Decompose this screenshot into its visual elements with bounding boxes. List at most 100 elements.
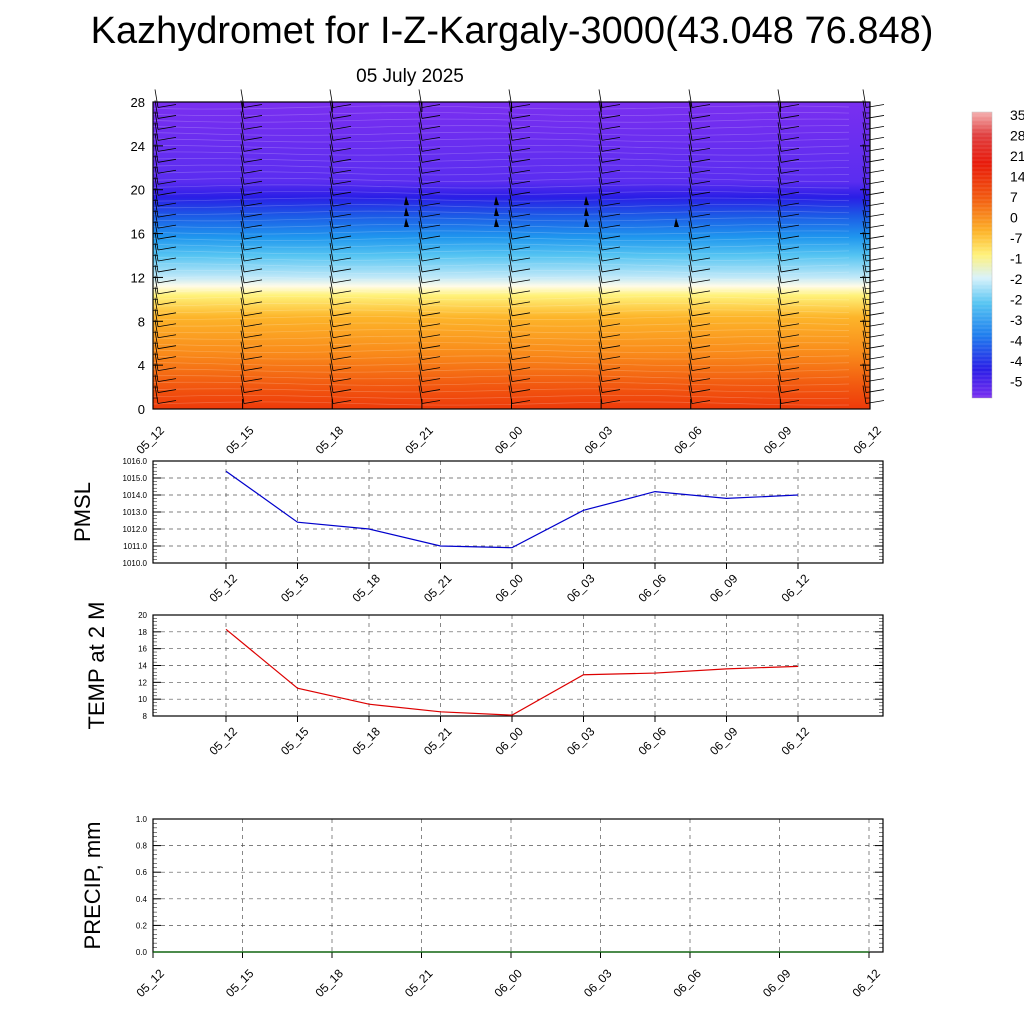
wind-barb-feather — [511, 136, 531, 141]
colorbar-label: 0 — [1010, 210, 1018, 226]
wind-barb-feather — [780, 356, 800, 361]
wind-barb-feather — [421, 202, 441, 207]
wind-barb-feather — [157, 345, 177, 350]
x-tick-label: 05_15 — [278, 724, 312, 758]
wind-barb-feather — [601, 126, 621, 130]
wind-barb — [777, 210, 782, 229]
contour-line — [152, 112, 850, 117]
wind-barb — [240, 144, 245, 163]
wind-barb-feather — [691, 400, 711, 404]
wind-barb — [240, 286, 245, 305]
wind-barb — [418, 374, 423, 393]
wind-barb — [862, 199, 867, 218]
wind-barb — [598, 242, 603, 262]
wind-barb — [240, 242, 245, 262]
y-axis-label: PMSL — [70, 482, 95, 542]
wind-barb-feather — [691, 158, 711, 163]
wind-barb-feather — [157, 202, 177, 207]
wind-barb — [598, 111, 603, 130]
wind-barb — [329, 133, 334, 152]
plot-frame — [152, 460, 884, 564]
wind-barb-feather — [511, 279, 531, 284]
wind-barb-pennant — [404, 196, 409, 206]
wind-barb-feather — [332, 312, 352, 317]
wind-barb-feather — [865, 378, 885, 382]
contour-line — [152, 375, 850, 380]
wind-barb — [329, 122, 334, 141]
wind-barb-feather — [421, 389, 441, 393]
wind-barb-feather — [691, 104, 711, 108]
wind-barb-feather — [421, 126, 441, 130]
contour-line — [152, 118, 850, 123]
wind-barb-feather — [157, 301, 177, 306]
wind-barb-feather — [691, 147, 711, 152]
x-tick-label: 06_09 — [760, 966, 794, 1000]
wind-barb — [777, 264, 782, 283]
wind-barb — [329, 111, 334, 130]
contour-line — [152, 230, 850, 235]
wind-barb — [688, 210, 693, 229]
wind-barb-feather — [332, 257, 352, 262]
wind-barb — [777, 363, 782, 382]
wind-barb-feather — [243, 268, 263, 273]
y-tick-label: 12 — [131, 270, 145, 285]
y-tick-label: 10 — [138, 695, 147, 704]
chart-subtitle: 05 July 2025 — [356, 66, 464, 87]
wind-barb-feather — [511, 301, 531, 306]
x-tick-label: 05_21 — [402, 966, 436, 1000]
wind-barb — [329, 210, 334, 229]
x-tick-label: 05_12 — [206, 724, 240, 758]
contour-line — [152, 158, 850, 163]
wind-barb — [777, 319, 782, 338]
wind-barb — [508, 122, 513, 141]
x-tick-label: 06_03 — [564, 571, 598, 605]
x-tick-label: 06_00 — [492, 571, 526, 605]
wind-barb — [508, 319, 513, 338]
wind-barb — [688, 286, 693, 305]
x-tick-label: 06_06 — [671, 423, 705, 457]
wind-barb — [329, 155, 334, 174]
colorbar-bar — [971, 111, 993, 399]
wind-barb — [862, 253, 867, 273]
wind-barb — [508, 133, 513, 152]
wind-barb — [508, 286, 513, 305]
wind-barb-feather — [601, 202, 621, 207]
wind-barb-feather — [601, 136, 621, 141]
wind-barb-feather — [511, 115, 531, 119]
wind-barb-feather — [691, 389, 711, 393]
wind-barb — [329, 220, 334, 240]
wind-barb — [329, 264, 334, 283]
wind-barb — [862, 111, 867, 130]
wind-barb-feather — [691, 115, 711, 119]
wind-barb-feather — [332, 126, 352, 130]
wind-barb-feather — [601, 158, 621, 163]
contour-line — [152, 210, 850, 215]
wind-barb-feather — [157, 158, 177, 163]
wind-barb-feather — [865, 169, 885, 174]
wind-barb-feather — [691, 213, 711, 218]
wind-barb-pennant — [584, 217, 589, 227]
wind-barb-feather — [332, 323, 352, 328]
wind-barb-feather — [780, 191, 800, 196]
wind-barb — [240, 264, 245, 283]
x-tick-label: 06_03 — [581, 966, 615, 1000]
wind-barb — [508, 275, 513, 294]
x-tick-label: 06_12 — [778, 571, 812, 605]
wind-barb — [418, 330, 423, 349]
x-tick-label: 06_03 — [582, 423, 616, 457]
wind-barb-feather — [332, 378, 352, 382]
wind-barb — [508, 264, 513, 283]
y-tick-label: 20 — [138, 611, 147, 620]
y-tick-label: 8 — [143, 712, 148, 721]
wind-barb-feather — [865, 180, 885, 185]
wind-barb-feather — [157, 378, 177, 382]
wind-barb — [688, 297, 693, 316]
wind-barb-feather — [691, 191, 711, 196]
wind-barb — [418, 352, 423, 371]
wind-barb — [688, 133, 693, 152]
wind-barb — [154, 330, 159, 349]
wind-barb-feather — [157, 224, 177, 229]
wind-barb — [777, 330, 782, 349]
wind-barb — [862, 155, 867, 174]
wind-barb-feather — [601, 367, 621, 372]
